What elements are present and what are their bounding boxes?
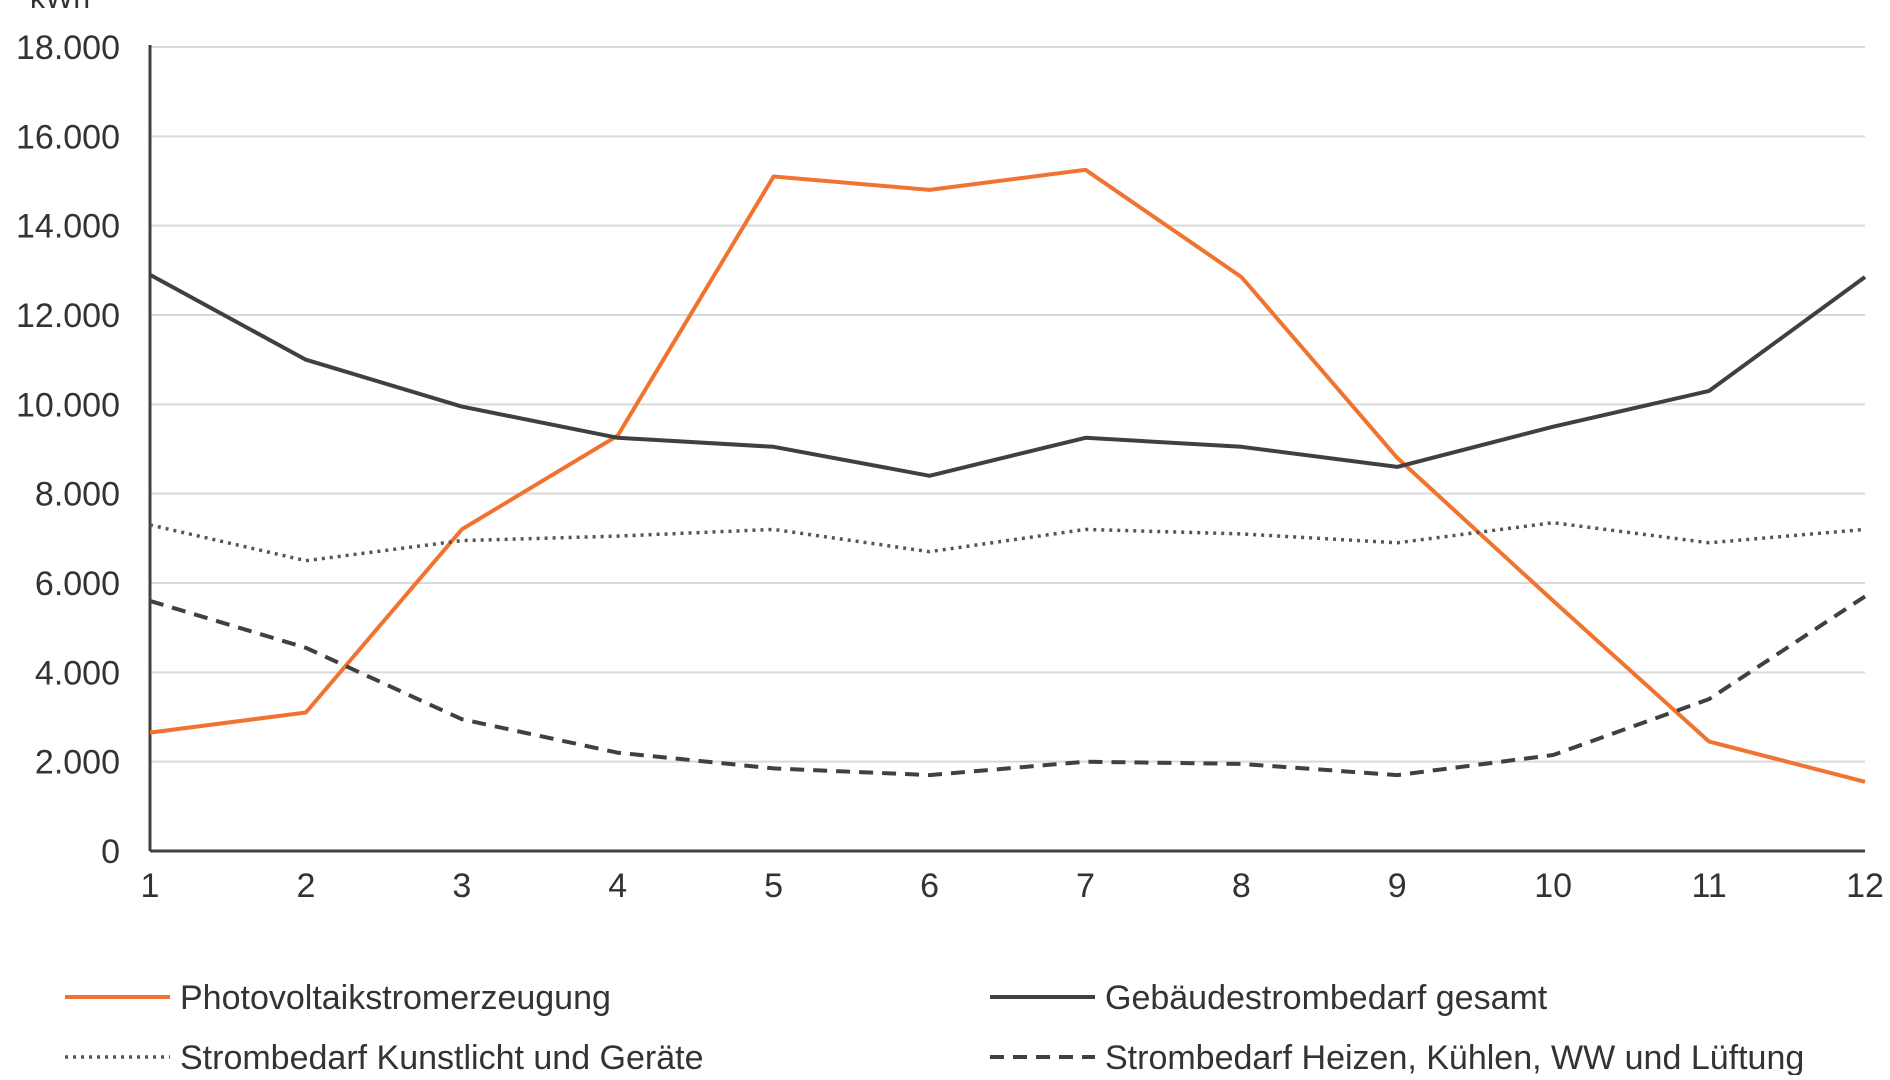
legend: Photovoltaikstromerzeugung Gebäudestrombe…	[65, 979, 1804, 1075]
x-tick-label: 8	[1232, 867, 1251, 905]
x-tick-label: 1	[141, 867, 160, 905]
x-tick-label: 10	[1534, 867, 1572, 905]
x-tick-label: 11	[1691, 867, 1726, 905]
y-tick-label: 16.000	[16, 118, 120, 156]
gridlines	[150, 47, 1865, 762]
legend-label-2: Gebäudestrombedarf gesamt	[1105, 979, 1548, 1017]
x-tick-label: 9	[1388, 867, 1407, 905]
series-line-1	[150, 170, 1865, 782]
x-axis-ticks: 1 2 3 4 5 6 7 8 9 10 11 12	[141, 867, 1884, 905]
axes	[150, 45, 1865, 851]
legend-label-1: Photovoltaikstromerzeugung	[180, 979, 611, 1017]
series-lines	[150, 170, 1865, 782]
y-tick-label: 0	[101, 833, 120, 871]
y-tick-label: 10.000	[16, 386, 120, 424]
y-tick-label: 14.000	[16, 208, 120, 246]
legend-label-3: Strombedarf Kunstlicht und Geräte	[180, 1039, 704, 1075]
x-tick-label: 6	[920, 867, 939, 905]
y-axis-ticks: 0 2.000 4.000 6.000 8.000 10.000 12.000 14.000 1…	[16, 29, 120, 871]
y-tick-label: 12.000	[16, 297, 120, 335]
y-tick-label: 4.000	[35, 654, 120, 692]
x-tick-label: 2	[296, 867, 315, 905]
series-line-2	[150, 275, 1865, 476]
x-tick-label: 3	[452, 867, 471, 905]
y-tick-label: 6.000	[35, 565, 120, 603]
y-tick-label: 2.000	[35, 744, 120, 782]
series-line-4	[150, 596, 1865, 775]
y-axis-unit: kWh	[30, 0, 90, 15]
y-tick-label: 18.000	[16, 29, 120, 67]
y-tick-label: 8.000	[35, 476, 120, 514]
x-tick-label: 12	[1846, 867, 1884, 905]
x-tick-label: 5	[764, 867, 783, 905]
series-line-3	[150, 523, 1865, 561]
x-tick-label: 4	[608, 867, 627, 905]
legend-label-4: Strombedarf Heizen, Kühlen, WW und Lüftu…	[1105, 1039, 1804, 1075]
x-tick-label: 7	[1076, 867, 1095, 905]
